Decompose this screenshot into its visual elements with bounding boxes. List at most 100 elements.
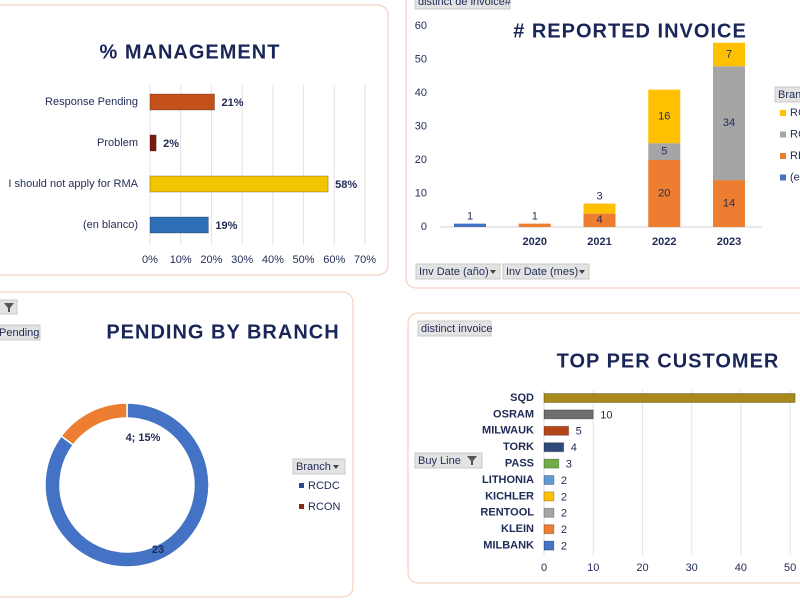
bar (149, 93, 215, 111)
field-button[interactable] (414, 452, 483, 469)
value-label: 7 (726, 48, 732, 60)
bar (543, 409, 594, 420)
category-label: Response Pending (45, 96, 138, 108)
bar-segment (454, 223, 486, 227)
value-label: 2 (561, 508, 567, 520)
legend-swatch (780, 110, 786, 116)
category-label: MILWAUK (482, 425, 534, 437)
field-button-label: distinct de invoice# (418, 0, 512, 8)
category-label: SQD (510, 392, 534, 404)
value-label: 3 (566, 459, 572, 471)
dropdown-arrow (333, 465, 339, 469)
x-tick-label: 20 (636, 562, 648, 574)
category-label: KLEIN (501, 523, 534, 535)
category-label: I should not apply for RMA (8, 178, 138, 190)
bar (543, 442, 565, 453)
bar-segment (583, 213, 616, 227)
value-label: 2 (561, 475, 567, 487)
filter-icon (467, 456, 477, 465)
bar (543, 475, 555, 485)
x-tick-label: 50 (784, 562, 796, 574)
legend-title: Branch (296, 461, 331, 473)
category-label: Problem (97, 137, 138, 149)
chart-title: PENDING BY BRANCH (106, 321, 339, 343)
bar-segment (713, 66, 745, 181)
panel (0, 291, 354, 598)
value-label: 5 (661, 146, 667, 158)
legend-swatch (299, 483, 304, 488)
dropdown-arrow (579, 270, 585, 274)
bar-segment (713, 180, 745, 227)
legend-title: Branc (778, 89, 800, 101)
y-tick-label: 60 (415, 20, 427, 32)
x-tick-label: 40 (735, 562, 747, 574)
legend-swatch (780, 153, 786, 159)
donut-segment (60, 402, 128, 447)
field-button-label: Inv Date (año) (419, 266, 489, 278)
value-label: 2 (561, 524, 567, 536)
x-tick-label: 60% (323, 254, 345, 266)
legend-swatch (780, 174, 786, 181)
bar-segment (648, 89, 681, 144)
value-label: 1 (467, 211, 473, 223)
field-button[interactable] (417, 320, 492, 337)
y-tick-label: 50 (415, 53, 427, 65)
panel (407, 312, 800, 584)
bar-segment (648, 160, 681, 227)
category-label: PASS (505, 458, 534, 470)
legend-swatch (780, 131, 786, 138)
value-label: 2% (163, 138, 179, 150)
category-label: TORK (503, 441, 534, 453)
field-button[interactable] (0, 324, 41, 341)
value-label: 19% (215, 220, 237, 232)
bar (149, 175, 329, 193)
dropdown-arrow (490, 270, 496, 274)
legend-label: RCDC (308, 480, 340, 492)
legend-title-box (774, 86, 800, 103)
value-label: 20 (658, 187, 670, 199)
field-button[interactable] (414, 0, 511, 10)
bar-segment (648, 143, 681, 160)
value-label: 4; 15% (126, 432, 161, 444)
x-tick-label: 0 (541, 562, 547, 574)
filter-icon (4, 303, 14, 312)
x-tick-label: 20% (200, 254, 222, 266)
legend-title-box (292, 458, 346, 475)
panel (0, 4, 389, 276)
value-label: 3 (596, 190, 602, 202)
bar (543, 507, 555, 518)
legend-label: RCON (308, 501, 340, 513)
x-tick-label: 40% (262, 254, 284, 266)
y-tick-label: 0 (421, 221, 427, 233)
bar-segment (518, 223, 551, 227)
y-tick-label: 30 (415, 120, 427, 132)
field-button-label: Buy Line (418, 455, 461, 467)
category-label: RENTOOL (480, 507, 534, 519)
x-tick-label: 30 (686, 562, 698, 574)
legend-swatch (299, 504, 304, 509)
value-label: 21% (222, 97, 244, 109)
x-tick-label: 2023 (717, 236, 741, 248)
x-tick-label: 2021 (587, 236, 611, 248)
value-label: 23 (152, 544, 164, 556)
bar-segment (583, 203, 616, 214)
value-label: 5 (576, 426, 582, 438)
legend-label: (en (790, 171, 800, 183)
x-tick-label: 10% (170, 254, 192, 266)
y-tick-label: 40 (415, 87, 427, 99)
category-label: LITHONIA (482, 474, 534, 486)
bar (543, 524, 555, 535)
bar (543, 393, 796, 403)
chart-title: TOP PER CUSTOMER (557, 350, 780, 372)
legend-label: RC (790, 107, 800, 119)
category-label: MILBANK (483, 540, 534, 552)
x-tick-label: 10 (587, 562, 599, 574)
value-label: 1 (532, 211, 538, 223)
field-button[interactable] (502, 263, 590, 280)
y-tick-label: 20 (415, 154, 427, 166)
bar (149, 134, 157, 152)
field-button[interactable] (415, 263, 501, 280)
category-label: KICHLER (485, 490, 534, 502)
x-tick-label: 2022 (652, 236, 676, 248)
bar (543, 540, 555, 551)
